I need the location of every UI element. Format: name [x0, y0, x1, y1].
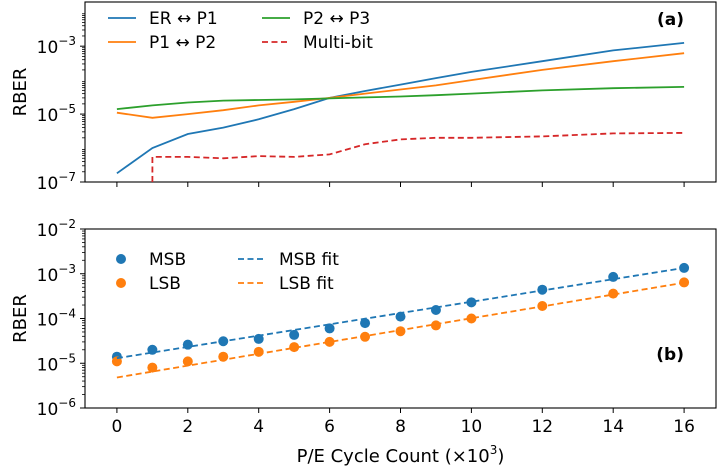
x-tick-label: 14: [602, 417, 624, 437]
data-point-series-msb: [466, 297, 477, 308]
legend-label: P1 ↔ P2: [149, 33, 216, 53]
data-point-series-msb: [395, 311, 406, 322]
data-point-series-lsb: [324, 336, 335, 347]
data-point-series-lsb: [289, 342, 300, 353]
y-tick-label: 10−2: [37, 217, 76, 241]
data-point-series-lsb: [182, 356, 193, 367]
x-tick-label: 10: [461, 417, 483, 437]
legend-label: Multi-bit: [303, 33, 373, 53]
y-tick-label: 10−3: [37, 262, 76, 286]
x-tick-label: 16: [673, 417, 695, 437]
legend-label: MSB: [149, 250, 186, 270]
x-tick-label: 4: [253, 417, 264, 437]
x-tick-label: 2: [182, 417, 193, 437]
panel-b: 0 2 4 6 8 10 12 14 16 10−6 10−5 10−4 10−3 10−2 RBER P/E…: [10, 217, 717, 467]
data-point-series-lsb: [147, 362, 158, 373]
data-point-series-msb: [289, 329, 300, 340]
legend-label: LSB fit: [279, 274, 334, 294]
data-point-series-lsb: [466, 313, 477, 324]
data-point-series-msb: [324, 323, 335, 334]
line-series-p2-p3: [116, 86, 685, 110]
legend-marker: [116, 254, 126, 264]
legend-marker: [116, 278, 126, 288]
y-tick-label: 10−5: [37, 351, 76, 375]
data-point-series-lsb: [111, 356, 122, 367]
y-tick-label: 10−7: [37, 170, 76, 194]
data-point-series-lsb: [679, 277, 690, 288]
x-axis-label: P/E Cycle Count (×103): [297, 443, 505, 467]
data-point-series-msb: [253, 333, 264, 344]
panel-tag: (b): [656, 345, 684, 365]
line-series-p1-p2: [116, 52, 685, 119]
y-axis-label: RBER: [10, 68, 31, 117]
legend-label: ER ↔ P1: [149, 9, 218, 29]
plot-frame: [84, 1, 717, 183]
x-tick-label: 12: [531, 417, 553, 437]
data-point-series-lsb: [430, 320, 441, 331]
y-axis-label: RBER: [10, 294, 31, 343]
line-series-msb-fit: [116, 267, 685, 360]
x-tick-label: 6: [324, 417, 335, 437]
y-tick-label: 10−5: [37, 102, 76, 126]
line-series-multi-bit: [151, 132, 685, 182]
legend-label: P2 ↔ P3: [303, 9, 370, 29]
x-tick-label: 8: [395, 417, 406, 437]
data-point-series-lsb: [608, 288, 619, 299]
y-tick-label: 10−6: [37, 396, 76, 420]
legend-label: LSB: [149, 274, 181, 294]
line-series-lsb-fit: [116, 281, 685, 379]
data-point-series-lsb: [395, 326, 406, 337]
line-series-er-p1: [116, 42, 685, 175]
panel-tag: (a): [657, 10, 684, 30]
legend-label: MSB fit: [279, 250, 339, 270]
panel-a: 10−7 10−5 10−3 RBER ER ↔ P1 P1 ↔ P2 P2 ↔ P3 Mul…: [10, 1, 717, 194]
data-point-series-msb: [360, 318, 371, 329]
y-tick-label: 10−3: [37, 34, 76, 58]
data-point-series-lsb: [253, 346, 264, 357]
y-tick-label: 10−4: [37, 307, 76, 331]
x-tick-label: 0: [111, 417, 122, 437]
